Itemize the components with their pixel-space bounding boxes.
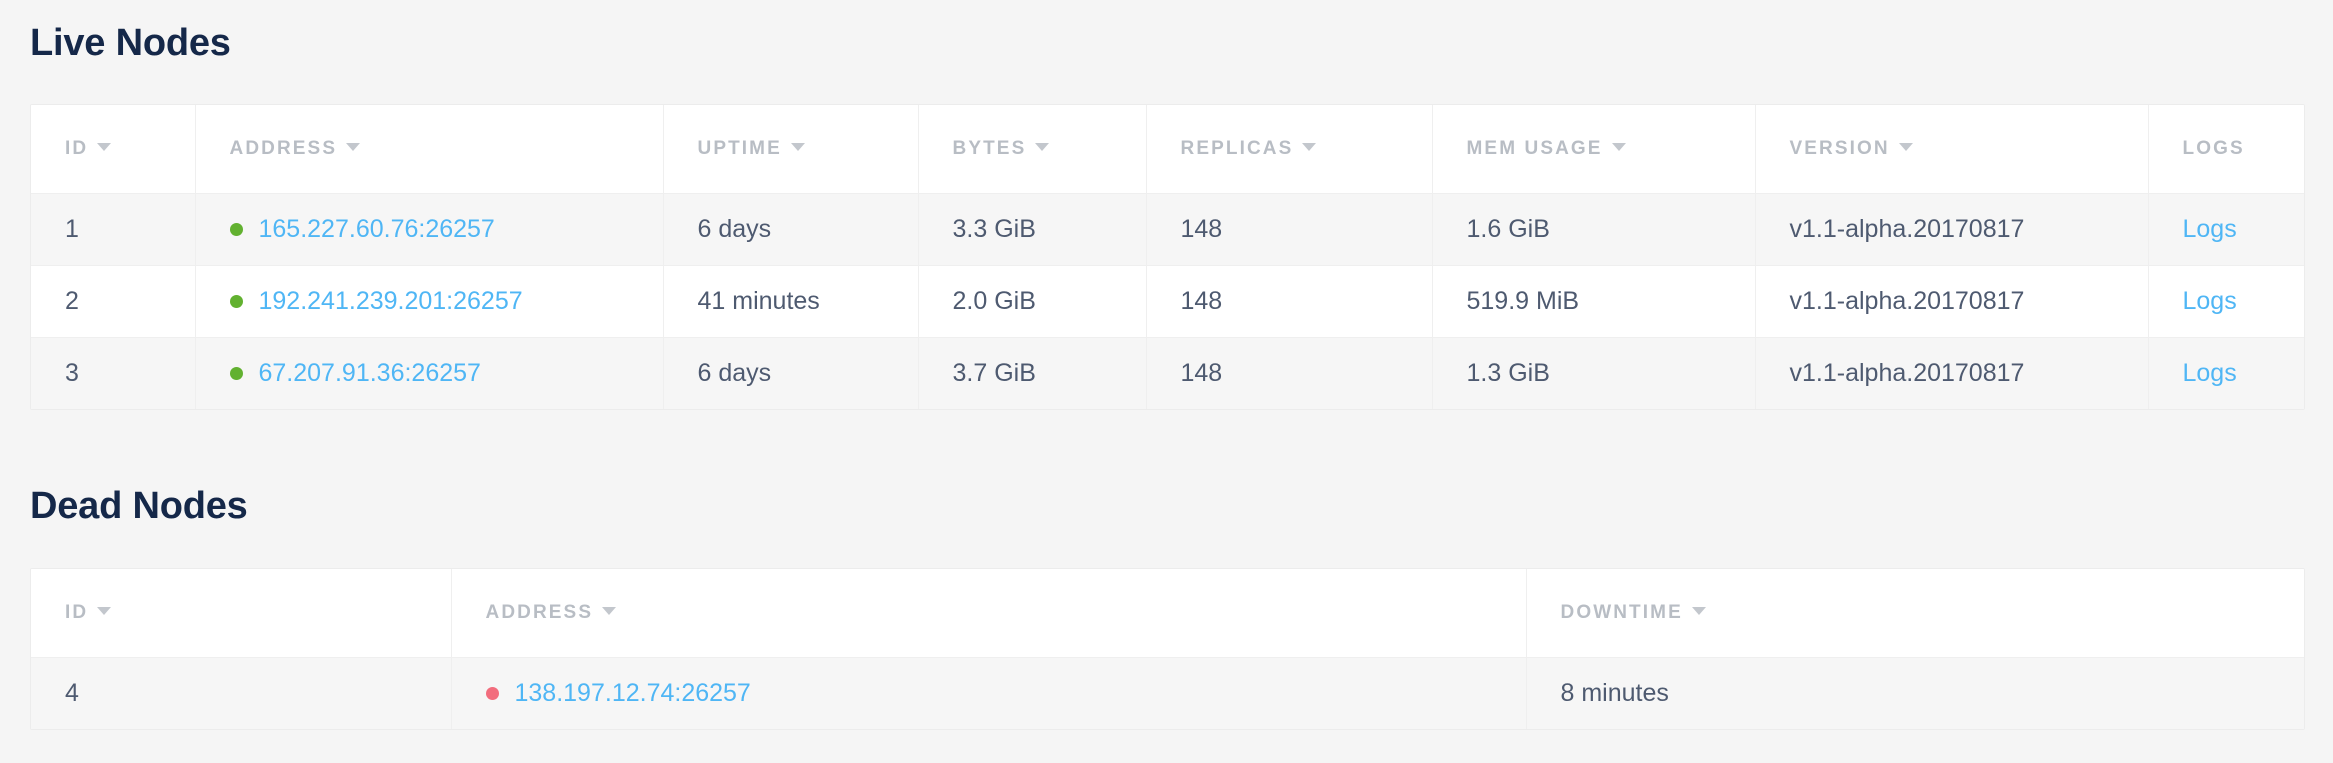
live-nodes-table-body: 1 165.227.60.76:26257 6 days 3.3 GiB 148…: [31, 192, 2304, 409]
cell-node-id: 3: [31, 336, 196, 409]
column-header-id-label: ID: [65, 137, 89, 159]
cell-node-bytes: 2.0 GiB: [918, 264, 1147, 337]
dead-nodes-table-head: ID ADDRESS DOWNTIME: [31, 569, 2304, 657]
cell-node-bytes: 3.3 GiB: [918, 192, 1147, 265]
status-dot-live-icon: [229, 294, 243, 308]
column-header-mem-usage[interactable]: MEM USAGE: [1432, 105, 1756, 193]
sort-caret-icon[interactable]: [1302, 142, 1317, 151]
status-dot-dead-icon: [485, 686, 499, 700]
column-header-mem-usage-label: MEM USAGE: [1466, 137, 1603, 159]
live-nodes-header-row: ID ADDRESS UPTIME BYTES REPLICAS MEM USA…: [31, 105, 2304, 193]
status-dot-live-icon: [229, 366, 243, 380]
dead-nodes-table-container: ID ADDRESS DOWNTIME 4 138.197.12.74:2625…: [30, 568, 2305, 730]
dead-nodes-header-row: ID ADDRESS DOWNTIME: [31, 569, 2304, 657]
column-header-version-label: VERSION: [1789, 137, 1890, 159]
cell-node-bytes: 3.7 GiB: [918, 336, 1147, 409]
dead-nodes-table-body: 4 138.197.12.74:26257 8 minutes: [31, 656, 2304, 729]
column-header-address-label: ADDRESS: [485, 601, 594, 623]
live-nodes-title: Live Nodes: [30, 22, 231, 64]
cell-node-downtime: 8 minutes: [1526, 656, 2304, 729]
live-nodes-table-head: ID ADDRESS UPTIME BYTES REPLICAS MEM USA…: [31, 105, 2304, 193]
cell-node-mem-usage: 1.3 GiB: [1432, 336, 1756, 409]
table-row: 2 192.241.239.201:26257 41 minutes 2.0 G…: [31, 264, 2304, 337]
dead-nodes-table: ID ADDRESS DOWNTIME 4 138.197.12.74:2625…: [31, 569, 2304, 729]
cell-node-replicas: 148: [1146, 336, 1433, 409]
column-header-id[interactable]: ID: [31, 105, 196, 193]
column-header-version[interactable]: VERSION: [1755, 105, 2149, 193]
column-header-downtime[interactable]: DOWNTIME: [1526, 569, 2304, 657]
sort-caret-icon[interactable]: [97, 142, 112, 151]
column-header-id[interactable]: ID: [31, 569, 452, 657]
node-logs-link[interactable]: Logs: [2182, 286, 2237, 315]
status-dot-live-icon: [229, 222, 243, 236]
sort-caret-icon[interactable]: [602, 606, 617, 615]
node-logs-link[interactable]: Logs: [2182, 214, 2237, 243]
live-nodes-section-header: Live Nodes: [30, 22, 231, 65]
cell-node-logs: Logs: [2148, 264, 2304, 337]
sort-caret-icon[interactable]: [1898, 142, 1913, 151]
sort-caret-icon[interactable]: [97, 606, 112, 615]
cell-node-address: 67.207.91.36:26257: [195, 336, 664, 409]
cell-node-id: 1: [31, 192, 196, 265]
live-nodes-table-container: ID ADDRESS UPTIME BYTES REPLICAS MEM USA…: [30, 104, 2305, 410]
node-address-link[interactable]: 165.227.60.76:26257: [258, 214, 495, 243]
column-header-bytes[interactable]: BYTES: [918, 105, 1147, 193]
sort-caret-icon[interactable]: [1035, 142, 1050, 151]
column-header-downtime-label: DOWNTIME: [1560, 601, 1683, 623]
sort-caret-icon[interactable]: [346, 142, 361, 151]
sort-caret-icon[interactable]: [1611, 142, 1626, 151]
sort-caret-icon[interactable]: [1691, 606, 1706, 615]
cell-node-version: v1.1-alpha.20170817: [1755, 264, 2149, 337]
column-header-replicas[interactable]: REPLICAS: [1146, 105, 1433, 193]
node-address-link[interactable]: 67.207.91.36:26257: [258, 358, 481, 387]
cell-node-id: 2: [31, 264, 196, 337]
cell-node-uptime: 6 days: [663, 192, 919, 265]
cell-node-version: v1.1-alpha.20170817: [1755, 336, 2149, 409]
node-address-link[interactable]: 192.241.239.201:26257: [258, 286, 523, 315]
table-row: 4 138.197.12.74:26257 8 minutes: [31, 656, 2304, 729]
sort-caret-icon[interactable]: [790, 142, 805, 151]
column-header-bytes-label: BYTES: [952, 137, 1027, 159]
cell-node-address: 165.227.60.76:26257: [195, 192, 664, 265]
column-header-address-label: ADDRESS: [229, 137, 338, 159]
cell-node-version: v1.1-alpha.20170817: [1755, 192, 2149, 265]
dead-nodes-section-header: Dead Nodes: [30, 485, 248, 528]
cell-node-uptime: 6 days: [663, 336, 919, 409]
column-header-replicas-label: REPLICAS: [1180, 137, 1294, 159]
table-row: 1 165.227.60.76:26257 6 days 3.3 GiB 148…: [31, 192, 2304, 265]
node-address-link[interactable]: 138.197.12.74:26257: [514, 678, 751, 707]
cell-node-id: 4: [31, 656, 452, 729]
cell-node-address: 138.197.12.74:26257: [451, 656, 1527, 729]
cell-node-logs: Logs: [2148, 192, 2304, 265]
dead-nodes-title: Dead Nodes: [30, 485, 248, 527]
column-header-address[interactable]: ADDRESS: [451, 569, 1527, 657]
cell-node-uptime: 41 minutes: [663, 264, 919, 337]
column-header-id-label: ID: [65, 601, 89, 623]
cell-node-mem-usage: 519.9 MiB: [1432, 264, 1756, 337]
live-nodes-table: ID ADDRESS UPTIME BYTES REPLICAS MEM USA…: [31, 105, 2304, 409]
node-logs-link[interactable]: Logs: [2182, 358, 2237, 387]
cell-node-replicas: 148: [1146, 192, 1433, 265]
table-row: 3 67.207.91.36:26257 6 days 3.7 GiB 148 …: [31, 336, 2304, 409]
cell-node-address: 192.241.239.201:26257: [195, 264, 664, 337]
cell-node-logs: Logs: [2148, 336, 2304, 409]
cell-node-replicas: 148: [1146, 264, 1433, 337]
column-header-uptime-label: UPTIME: [697, 137, 782, 159]
column-header-logs-label: LOGS: [2182, 137, 2245, 159]
column-header-address[interactable]: ADDRESS: [195, 105, 664, 193]
column-header-logs: LOGS: [2148, 105, 2304, 193]
column-header-uptime[interactable]: UPTIME: [663, 105, 919, 193]
cell-node-mem-usage: 1.6 GiB: [1432, 192, 1756, 265]
